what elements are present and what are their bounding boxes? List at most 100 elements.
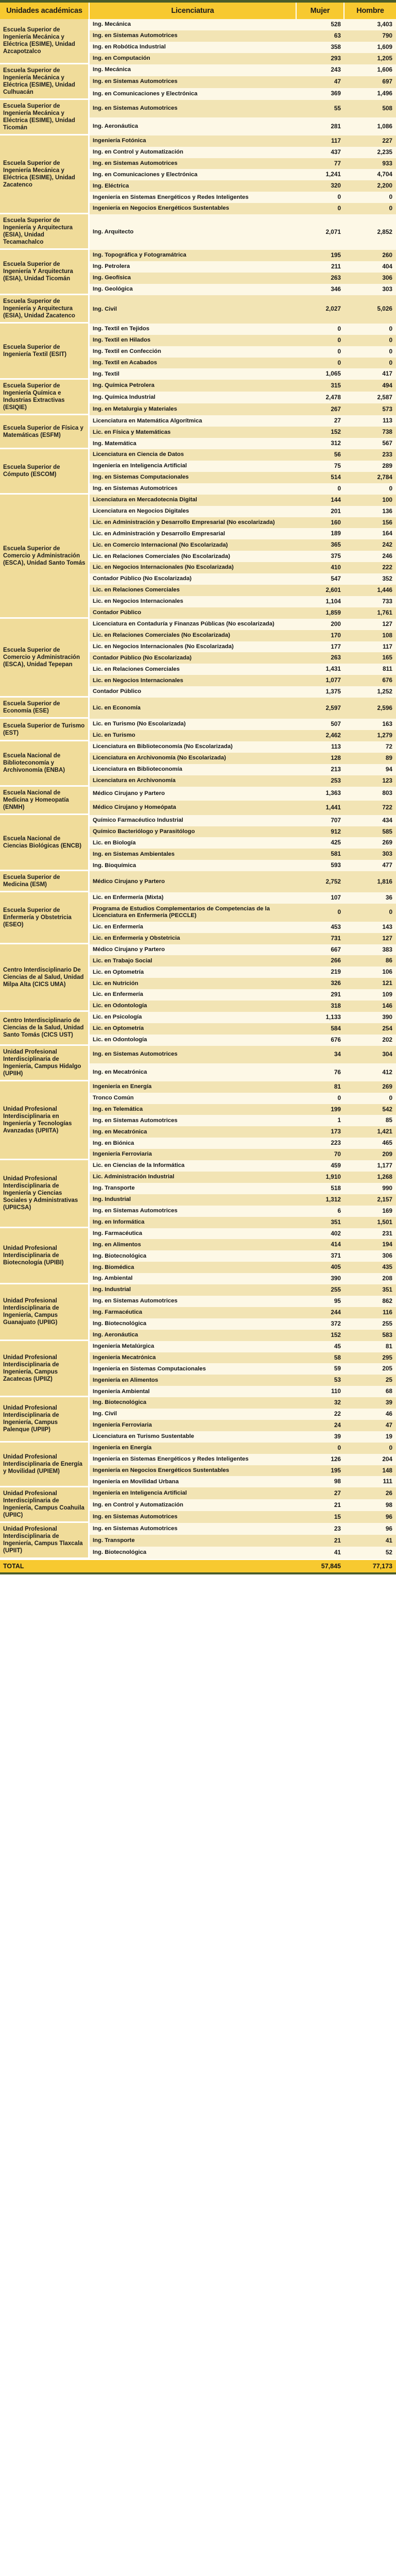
table-row: Unidad Profesional Interdisciplinaria de… xyxy=(0,1284,396,1341)
men-count-cell: 204 xyxy=(345,1453,396,1465)
table-row: Unidad Profesional Interdisciplinaria de… xyxy=(0,1523,396,1559)
academic-unit-cell: Unidad Profesional Interdisciplinaria de… xyxy=(0,1160,90,1228)
table-row: Ing. en Telemática 199 542 xyxy=(0,1104,396,1115)
degree-name-cell: Ingeniería Fotónica xyxy=(90,135,297,147)
degree-name-cell: Ing. en Computación xyxy=(90,53,297,64)
table-row: Lic. en Optometría 584 254 xyxy=(0,1023,396,1035)
degree-name-cell: Lic. en Relaciones Comerciales xyxy=(90,664,297,675)
table-row: Ing. Biomédica 405 435 xyxy=(0,1262,396,1274)
table-row: Ing. en Mecatrónica 76 412 xyxy=(0,1063,396,1081)
men-count-cell: 676 xyxy=(345,675,396,687)
table-row: Escuela Nacional de Ciencias Biológicas … xyxy=(0,815,396,872)
degree-name-cell: Ing. Matemática xyxy=(90,438,297,450)
degree-name-cell: Ing. en Sistemas Automotrices xyxy=(90,1523,297,1535)
women-count-cell: 375 xyxy=(297,551,345,563)
table-row: Ing. en Sistemas Automotrices 77 933 xyxy=(0,158,396,170)
men-count-cell: 26 xyxy=(345,1487,396,1500)
women-count-cell: 1 xyxy=(297,1115,345,1127)
degree-name-cell: Ing. Textil en Tejidos xyxy=(90,323,297,335)
table-row: Licenciatura en Turismo Sustentable 39 19 xyxy=(0,1431,396,1443)
table-row: Ingeniería Ferroviaria 24 47 xyxy=(0,1419,396,1431)
degree-name-cell: Ing. en Sistemas Automotrices xyxy=(90,1045,297,1064)
women-count-cell: 912 xyxy=(297,826,345,838)
table-row: Ing. Textil en Acabados 0 0 xyxy=(0,357,396,369)
degree-name-cell: Médico Cirujano y Partero xyxy=(90,944,297,956)
degree-name-cell: Ingeniería Ferroviaria xyxy=(90,1419,297,1431)
enrollment-table: Unidades académicas Licenciatura Mujer H… xyxy=(0,3,396,1573)
table-row: Lic. en Relaciones Comerciales (No Escol… xyxy=(0,630,396,641)
degree-name-cell: Licenciatura en Matemática Algorítmica xyxy=(90,415,297,427)
academic-unit-cell: Escuela Superior de Ingeniería Química e… xyxy=(0,380,90,416)
women-count-cell: 95 xyxy=(297,1295,345,1307)
degree-name-cell: Lic. en Economía xyxy=(90,698,297,719)
women-count-cell: 266 xyxy=(297,955,345,967)
women-count-cell: 1,441 xyxy=(297,801,345,815)
degree-name-cell: Ing. Civil xyxy=(90,1409,297,1420)
table-row: Lic. en Nutrición 326 121 xyxy=(0,978,396,990)
women-count-cell: 6 xyxy=(297,1205,345,1217)
men-count-cell: 1,761 xyxy=(345,607,396,619)
table-row: Contador Público 1,375 1,252 xyxy=(0,686,396,698)
table-row: Lic. en Odontología 676 202 xyxy=(0,1034,396,1046)
degree-name-cell: Ing. en Control y Automatización xyxy=(90,1499,297,1512)
degree-name-cell: Ingeniería en Movilidad Urbana xyxy=(90,1476,297,1488)
table-row: Químico Bacteriólogo y Parasitólogo 912 58… xyxy=(0,826,396,838)
degree-name-cell: Lic. en Relaciones Comerciales xyxy=(90,585,297,596)
academic-unit-cell: Escuela Superior de Física y Matemáticas… xyxy=(0,415,90,450)
women-count-cell: 518 xyxy=(297,1182,345,1194)
table-row: Licenciatura en Negocios Digitales 201 136 xyxy=(0,505,396,517)
degree-name-cell: Ing. Arquitecto xyxy=(90,214,297,250)
men-count-cell: 81 xyxy=(345,1341,396,1352)
degree-name-cell: Ing. en Metalurgia y Materiales xyxy=(90,403,297,416)
women-count-cell: 2,597 xyxy=(297,698,345,719)
table-row: Ing. en Robótica Industrial 358 1,609 xyxy=(0,41,396,53)
women-count-cell: 584 xyxy=(297,1023,345,1035)
women-count-cell: 547 xyxy=(297,573,345,585)
table-row: Ing. en Alimentos 414 194 xyxy=(0,1239,396,1251)
degree-name-cell: Ing. Industrial xyxy=(90,1194,297,1206)
academic-unit-cell: Unidad Profesional Interdisciplinaria de… xyxy=(0,1228,90,1285)
academic-unit-cell: Escuela Nacional de Biblioteconomía y Ar… xyxy=(0,741,90,787)
total-label: TOTAL xyxy=(0,1558,297,1573)
men-count-cell: 2,596 xyxy=(345,698,396,719)
degree-name-cell: Lic. en Física y Matemáticas xyxy=(90,427,297,438)
women-count-cell: 1,133 xyxy=(297,1011,345,1023)
men-count-cell: 222 xyxy=(345,562,396,574)
degree-name-cell: Ingeniería en Energía xyxy=(90,1081,297,1093)
column-header-mujer: Mujer xyxy=(297,3,345,19)
academic-unit-cell: Escuela Superior de Ingeniería Mecánica … xyxy=(0,99,90,135)
men-count-cell: 862 xyxy=(345,1295,396,1307)
men-count-cell: 4,704 xyxy=(345,169,396,181)
degree-name-cell: Ing. en Comunicaciones y Electrónica xyxy=(90,169,297,181)
men-count-cell: 573 xyxy=(345,403,396,416)
degree-name-cell: Ing. en Mecatrónica xyxy=(90,1126,297,1138)
men-count-cell: 1,446 xyxy=(345,585,396,596)
degree-name-cell: Ing. Biomédica xyxy=(90,1262,297,1274)
women-count-cell: 1,431 xyxy=(297,664,345,675)
degree-name-cell: Lic. en Negocios Internacionales (No Esc… xyxy=(90,641,297,653)
header-row: Unidades académicas Licenciatura Mujer H… xyxy=(0,3,396,19)
table-row: Ing. Textil en Hilados 0 0 xyxy=(0,334,396,346)
table-row: Escuela Superior de Turismo (EST) Lic. en… xyxy=(0,719,396,741)
degree-name-cell: Ing. Geofísica xyxy=(90,272,297,284)
women-count-cell: 98 xyxy=(297,1476,345,1488)
men-count-cell: 109 xyxy=(345,989,396,1001)
degree-name-cell: Ing. Civil xyxy=(90,295,297,324)
degree-name-cell: Ing. en Sistemas Automotrices xyxy=(90,30,297,42)
women-count-cell: 528 xyxy=(297,19,345,30)
women-count-cell: 223 xyxy=(297,1138,345,1149)
women-count-cell: 0 xyxy=(297,904,345,922)
women-count-cell: 581 xyxy=(297,849,345,860)
women-count-cell: 0 xyxy=(297,323,345,335)
men-count-cell: 1,177 xyxy=(345,1160,396,1172)
table-row: Ing. Biotecnológica 41 52 xyxy=(0,1547,396,1559)
academic-unit-cell: Escuela Superior de Ingeniería Y Arquite… xyxy=(0,250,90,295)
women-count-cell: 0 xyxy=(297,1442,345,1454)
degree-name-cell: Lic. en Relaciones Comerciales (No Escol… xyxy=(90,630,297,641)
table-body: Escuela Superior de Ingeniería Mecánica … xyxy=(0,19,396,1573)
table-row: Ing. Bioquímica 593 477 xyxy=(0,860,396,872)
degree-name-cell: Ing. Mecánica xyxy=(90,19,297,30)
degree-name-cell: Lic. en Comercio Internacional (No Escol… xyxy=(90,539,297,551)
academic-unit-cell: Unidad Profesional Interdisciplinaria de… xyxy=(0,1397,90,1443)
table-row: Ing. Transporte 21 41 xyxy=(0,1535,396,1547)
